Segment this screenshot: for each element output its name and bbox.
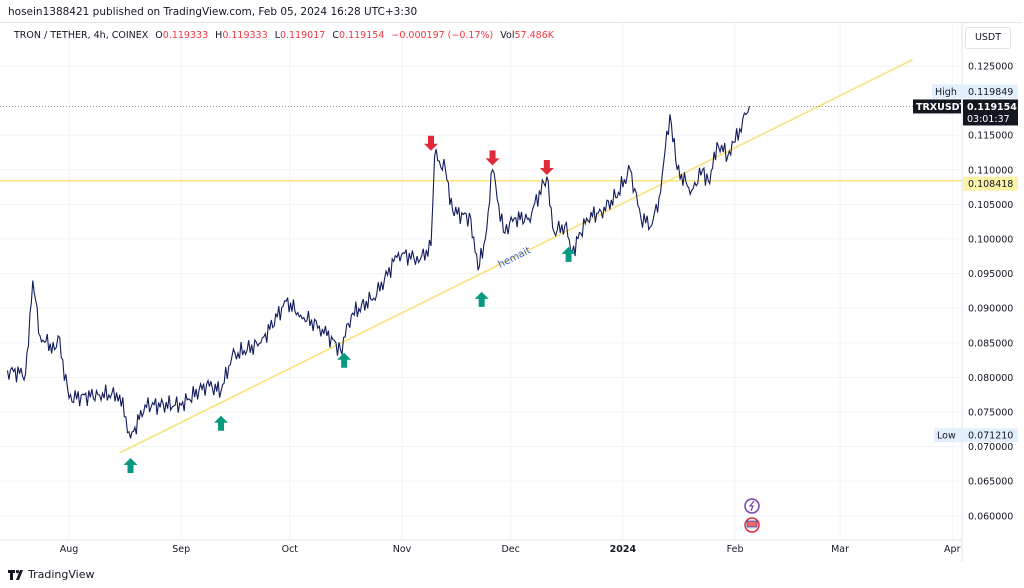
- x-tick-label: Sep: [172, 544, 190, 555]
- up-arrow-icon: [123, 457, 138, 473]
- us-flag-icon: [746, 520, 758, 528]
- tradingview-logo-icon: [8, 569, 23, 580]
- high-tag: [932, 84, 1018, 99]
- y-tick-label: 0.060000: [968, 511, 1013, 522]
- x-tick-label: Oct: [282, 544, 299, 555]
- close-label: C: [332, 30, 339, 41]
- level-price-label: 0.108418: [968, 179, 1013, 190]
- y-tick-label: 0.125000: [968, 62, 1013, 73]
- volume-label: Vol: [500, 30, 515, 41]
- volume-value: 57.486K: [514, 30, 554, 41]
- open-value: 0.119333: [162, 30, 209, 41]
- up-arrow-icon: [561, 246, 576, 262]
- high-label: H: [215, 30, 223, 41]
- y-tick-label: 0.065000: [968, 477, 1013, 488]
- y-tick-label: 0.075000: [968, 408, 1013, 419]
- low-tag: [934, 428, 1018, 443]
- close-value: 0.119154: [339, 30, 385, 41]
- footer-brand: TradingView: [8, 568, 94, 581]
- level-price-tag: [963, 176, 1018, 191]
- high-value: 0.119849: [968, 87, 1013, 98]
- low-label: L: [274, 30, 280, 41]
- footer-brand-text: TradingView: [28, 568, 95, 581]
- y-tick-label: 0.085000: [968, 338, 1013, 349]
- down-arrow-icon: [539, 160, 554, 176]
- y-tick-label: 0.095000: [968, 269, 1013, 280]
- high-label: High: [935, 87, 957, 98]
- y-tick-label: 0.080000: [968, 373, 1013, 384]
- symbol-label: TRXUSDT: [916, 102, 967, 113]
- symbol-title: TRON / TETHER, 4h, COINEX: [14, 30, 149, 41]
- open-label: O: [155, 30, 163, 41]
- y-tick-label: 0.070000: [968, 442, 1013, 453]
- y-tick-label: 0.090000: [968, 304, 1013, 315]
- x-tick-label: Aug: [60, 544, 79, 555]
- y-tick-label: 0.115000: [968, 131, 1013, 142]
- down-arrow-icon: [485, 150, 500, 166]
- x-tick-label: 2024: [610, 544, 637, 555]
- low-value: 0.071210: [968, 431, 1013, 442]
- high-value: 0.119333: [222, 30, 268, 41]
- down-arrow-icon: [424, 135, 438, 151]
- bar-countdown: 03:01:37: [967, 114, 1010, 125]
- last-price-tag: [963, 99, 1018, 126]
- flash-glyph-icon: [748, 500, 755, 512]
- up-arrow-icon: [474, 291, 489, 307]
- trendline: [119, 59, 913, 454]
- up-arrow-icon: [337, 352, 352, 368]
- trendline-label: hemait: [496, 245, 532, 270]
- currency-button[interactable]: USDT: [965, 27, 1011, 49]
- y-tick-label: 0.105000: [968, 200, 1013, 211]
- low-value: 0.119017: [279, 30, 326, 41]
- up-arrow-icon: [214, 415, 229, 431]
- price-series-line: [6, 105, 751, 439]
- published-header: hosein1388421 published on TradingView.c…: [8, 6, 418, 18]
- x-tick-label: Apr: [944, 544, 961, 555]
- y-tick-label: 0.110000: [968, 165, 1013, 176]
- last-price-value: 0.119154: [967, 102, 1017, 113]
- change-value: −0.000197 (−0.17%): [391, 30, 494, 41]
- x-tick-label: Mar: [831, 544, 849, 555]
- low-label: Low: [937, 431, 956, 442]
- symbol-tag: [913, 99, 961, 114]
- y-tick-label: 0.100000: [968, 235, 1013, 246]
- x-tick-label: Feb: [727, 544, 744, 555]
- x-tick-label: Nov: [393, 544, 412, 555]
- x-tick-label: Dec: [501, 544, 519, 555]
- ohlc-legend: TRON / TETHER, 4h, COINEX O0.119333 H0.1…: [14, 30, 558, 41]
